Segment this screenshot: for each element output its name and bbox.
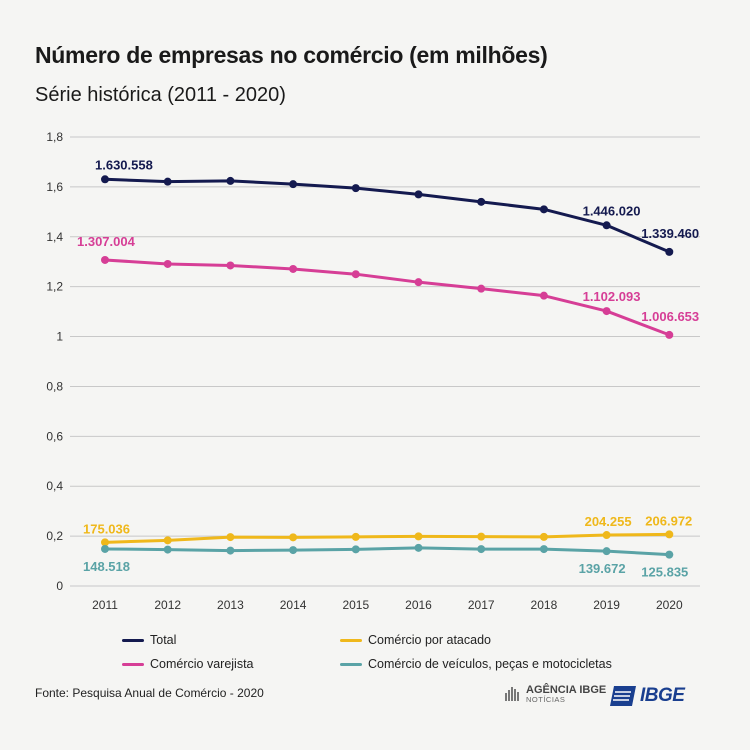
data-point xyxy=(665,247,674,256)
x-tick-label: 2016 xyxy=(405,598,432,612)
agencia-logo-text: AGÊNCIA IBGE xyxy=(526,683,607,696)
data-label: 206.972 xyxy=(645,513,692,528)
data-point xyxy=(477,284,486,293)
data-label: 1.630.558 xyxy=(95,157,153,172)
y-tick-label: 1,8 xyxy=(46,130,63,144)
data-point xyxy=(414,532,423,541)
data-point xyxy=(226,261,235,270)
legend-item-atacado: Comércio por atacado xyxy=(340,633,491,647)
x-tick-label: 2019 xyxy=(593,598,620,612)
data-point xyxy=(602,221,611,230)
data-point xyxy=(226,176,235,185)
data-point xyxy=(665,550,674,559)
data-label: 139.672 xyxy=(579,561,626,576)
legend-item-total: Total xyxy=(122,633,176,647)
y-tick-label: 0,8 xyxy=(46,379,63,393)
data-point xyxy=(163,545,172,554)
ibge-logo: IBGE xyxy=(610,685,685,707)
data-point xyxy=(101,538,109,547)
data-point xyxy=(477,532,486,541)
data-point xyxy=(289,533,298,542)
data-label: 1.102.093 xyxy=(583,289,641,304)
data-point xyxy=(226,533,235,542)
data-point xyxy=(163,536,172,545)
y-tick-label: 0,4 xyxy=(46,479,63,493)
data-label: 1.446.020 xyxy=(583,203,641,218)
y-tick-label: 0,2 xyxy=(46,529,63,543)
legend-swatch xyxy=(340,639,362,643)
data-point xyxy=(665,530,674,539)
legend-item-varejista: Comércio varejista xyxy=(122,657,254,671)
data-point xyxy=(602,307,611,316)
series-line xyxy=(104,546,670,557)
data-point xyxy=(414,190,423,199)
data-point xyxy=(226,546,235,555)
data-point xyxy=(477,197,486,206)
y-tick-label: 0,6 xyxy=(46,429,63,443)
data-point xyxy=(351,184,360,193)
x-tick-label: 2014 xyxy=(280,598,307,612)
x-tick-label: 2013 xyxy=(217,598,244,612)
series-line xyxy=(104,177,670,254)
data-label: 1.307.004 xyxy=(77,234,136,249)
x-tick-label: 2018 xyxy=(531,598,558,612)
ibge-logo-icon xyxy=(610,686,636,706)
y-tick-label: 1,6 xyxy=(46,180,63,194)
data-label: 1.339.460 xyxy=(641,226,699,241)
data-point xyxy=(289,264,298,273)
data-point xyxy=(163,259,172,268)
x-tick-label: 2020 xyxy=(656,598,683,612)
data-point xyxy=(351,545,360,554)
legend-label: Comércio varejista xyxy=(150,657,254,671)
legend-label: Comércio de veículos, peças e motociclet… xyxy=(368,657,612,671)
data-point xyxy=(414,543,423,552)
source-note: Fonte: Pesquisa Anual de Comércio - 2020 xyxy=(35,686,264,700)
data-point xyxy=(602,547,611,556)
agencia-logo-subtext: NOTÍCIAS xyxy=(526,694,566,704)
legend-label: Comércio por atacado xyxy=(368,633,491,647)
data-point xyxy=(351,270,360,279)
x-tick-label: 2015 xyxy=(342,598,369,612)
chart-title: Número de empresas no comércio (em milhõ… xyxy=(35,42,548,68)
data-point xyxy=(477,545,486,554)
data-point xyxy=(539,291,548,300)
legend-swatch xyxy=(340,663,362,667)
data-label: 148.518 xyxy=(83,559,130,574)
y-tick-label: 1 xyxy=(56,330,63,344)
y-tick-label: 1,4 xyxy=(46,230,63,244)
legend-label: Total xyxy=(150,633,177,647)
data-point xyxy=(163,177,172,186)
data-point xyxy=(101,175,109,184)
series-line xyxy=(104,532,670,544)
data-point xyxy=(289,546,298,555)
data-point xyxy=(539,532,548,541)
x-tick-label: 2012 xyxy=(154,598,181,612)
series-line xyxy=(104,258,670,337)
chart-subtitle: Série histórica (2011 - 2020) xyxy=(35,84,286,106)
legend-swatch xyxy=(122,663,144,667)
data-point xyxy=(602,531,611,540)
data-label: 204.255 xyxy=(585,514,632,529)
ibge-logo-text: IBGE xyxy=(640,685,685,706)
data-point xyxy=(539,545,548,554)
y-tick-label: 1,2 xyxy=(46,280,63,294)
data-label: 1.006.653 xyxy=(641,309,699,324)
legend-swatch xyxy=(122,639,144,643)
legend-item-veiculos: Comércio de veículos, peças e motociclet… xyxy=(340,657,612,671)
data-point xyxy=(665,330,674,339)
agencia-ibge-logo: AGÊNCIA IBGE NOTÍCIAS xyxy=(503,684,606,704)
data-label: 175.036 xyxy=(83,521,130,536)
data-point xyxy=(351,532,360,541)
data-point xyxy=(101,544,109,553)
x-tick-label: 2017 xyxy=(468,598,495,612)
data-point xyxy=(101,255,109,264)
data-point xyxy=(539,205,548,214)
y-tick-label: 0 xyxy=(56,579,63,593)
x-tick-label: 2011 xyxy=(92,598,118,612)
data-point xyxy=(414,278,423,287)
agencia-logo-icon xyxy=(505,687,519,701)
data-point xyxy=(289,180,298,189)
data-label: 125.835 xyxy=(641,565,688,580)
